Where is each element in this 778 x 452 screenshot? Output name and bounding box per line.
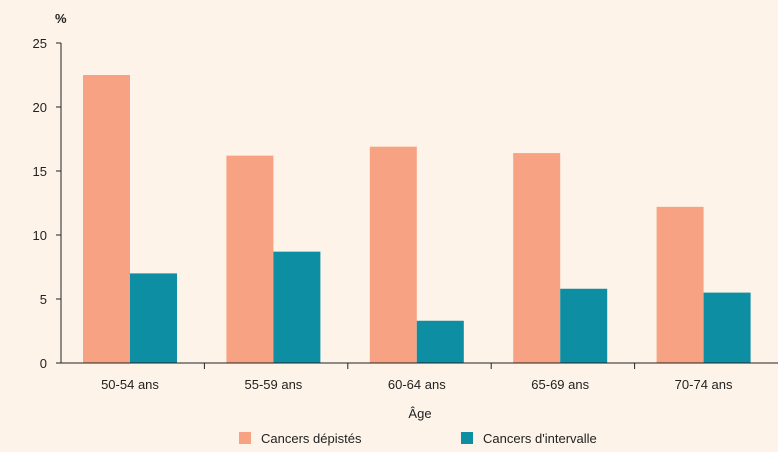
bars [83, 75, 751, 363]
x-tick-label: 65-69 ans [531, 377, 589, 392]
x-tick-label: 60-64 ans [388, 377, 446, 392]
y-axis-unit: % [55, 11, 67, 26]
y-tick-label: 10 [33, 228, 47, 243]
legend: Cancers dépistés Cancers d'intervalle [239, 431, 597, 446]
bar-intervalle [273, 251, 321, 363]
y-tick-label: 0 [40, 356, 47, 371]
y-tick-label: 20 [33, 100, 47, 115]
y-tick-label: 5 [40, 292, 47, 307]
bar-intervalle [130, 273, 177, 363]
bar-depistes [369, 146, 417, 363]
x-axis: 50-54 ans 55-59 ans 60-64 ans 65-69 ans 70-7… [61, 362, 778, 392]
legend-label: Cancers dépistés [261, 431, 362, 446]
y-axis: 0 5 10 15 20 25 [33, 36, 62, 371]
x-tick-label: 55-59 ans [244, 377, 302, 392]
bar-depistes [513, 153, 561, 363]
bar-depistes [226, 155, 274, 363]
y-tick-label: 25 [33, 36, 47, 51]
x-tick-label: 50-54 ans [101, 377, 159, 392]
bar-depistes [83, 75, 130, 363]
bar-depistes [656, 206, 704, 363]
x-tick-label: 70-74 ans [675, 377, 733, 392]
legend-label: Cancers d'intervalle [483, 431, 597, 446]
x-axis-title: Âge [408, 406, 431, 421]
bar-intervalle [560, 288, 608, 363]
legend-swatch [239, 432, 251, 444]
y-tick-label: 15 [33, 164, 47, 179]
legend-swatch [461, 432, 473, 444]
bar-intervalle [416, 320, 464, 363]
bar-intervalle [703, 292, 751, 363]
